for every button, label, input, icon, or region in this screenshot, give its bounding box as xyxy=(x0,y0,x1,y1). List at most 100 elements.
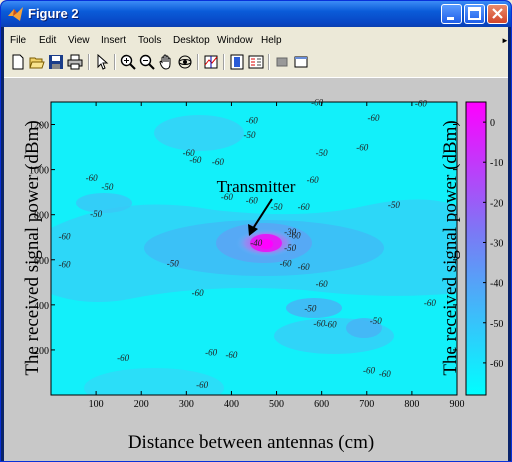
menu-edit[interactable]: Edit xyxy=(39,35,57,46)
contour-label: -60 xyxy=(415,99,427,109)
toolbar-separator xyxy=(88,54,90,70)
figure-client-area: File Edit View Insert Tools Desktop Wind… xyxy=(4,27,509,461)
menu-view[interactable]: View xyxy=(68,35,90,46)
contour-label: -60 xyxy=(192,288,204,298)
title-bar[interactable]: Figure 2 xyxy=(1,1,511,27)
hide-plot-tools-icon[interactable] xyxy=(274,54,290,70)
show-plot-tools-icon[interactable] xyxy=(293,54,309,70)
arrow-pointer-icon[interactable] xyxy=(94,54,110,70)
contour-label: -60 xyxy=(424,298,436,308)
contour-label: -60 xyxy=(212,157,224,167)
close-button[interactable] xyxy=(487,4,508,24)
contour-label: -50 xyxy=(101,182,113,192)
contour-label: -60 xyxy=(280,259,292,269)
contour-label-layer: -60-50-50-60-60-60-60-60-60-60-60-50-50-… xyxy=(59,97,437,390)
y-tick-label: 600 xyxy=(34,256,49,267)
y-tick-label: 800 xyxy=(34,211,49,222)
minimize-icon xyxy=(447,17,454,20)
colorbar-tick-label: 0 xyxy=(490,118,495,129)
legend-icon[interactable] xyxy=(248,54,264,70)
contour-label: -60 xyxy=(289,230,301,240)
menu-window[interactable]: Window xyxy=(217,35,253,46)
contour-fill-layer xyxy=(51,102,457,395)
maximize-button[interactable] xyxy=(464,4,485,24)
colorbar-tick-label: -20 xyxy=(490,198,503,209)
data-cursor-icon[interactable] xyxy=(203,54,219,70)
toolbar-separator xyxy=(268,54,270,70)
window-title: Figure 2 xyxy=(28,6,79,21)
transmitter-arrow xyxy=(251,198,273,231)
close-icon xyxy=(492,8,503,19)
contour-label: -40 xyxy=(250,238,262,248)
zoom-out-icon[interactable] xyxy=(139,54,155,70)
zoom-in-icon[interactable] xyxy=(120,54,136,70)
contour-label: -60 xyxy=(183,148,195,158)
y-axis-label: The received signal power (dBm) xyxy=(22,120,43,375)
pan-hand-icon[interactable] xyxy=(158,54,174,70)
contour-label: -60 xyxy=(368,113,380,123)
contour-label: -60 xyxy=(246,195,258,205)
colorbar-tick-label: -40 xyxy=(490,279,503,290)
x-tick-label: 700 xyxy=(359,399,374,410)
open-file-icon[interactable] xyxy=(29,54,45,70)
minimize-button[interactable] xyxy=(441,4,462,24)
contour-label: -50 xyxy=(284,243,296,253)
x-tick-label: 200 xyxy=(134,399,149,410)
menu-tools[interactable]: Tools xyxy=(138,35,162,46)
contour-label: -50 xyxy=(90,209,102,219)
contour-label: -60 xyxy=(59,231,71,241)
contour-label: -60 xyxy=(189,155,201,165)
x-tick-label: 600 xyxy=(314,399,329,410)
transmitter-arrowhead xyxy=(248,224,258,236)
contour-label: -60 xyxy=(356,142,368,152)
contour-label: -60 xyxy=(298,262,310,272)
x-tick-label: 800 xyxy=(404,399,419,410)
menu-desktop[interactable]: Desktop xyxy=(173,35,210,46)
y-tick-label: 1000 xyxy=(29,166,49,177)
colorbar-icon[interactable] xyxy=(229,54,245,70)
x-tick-label: 300 xyxy=(179,399,194,410)
contour-label: -60 xyxy=(307,175,319,185)
contour-label: -50 xyxy=(243,130,255,140)
menu-file[interactable]: File xyxy=(10,35,27,46)
contour-label: -60 xyxy=(311,97,323,107)
transmitter-annotation: Transmitter xyxy=(217,177,296,196)
plot-axes-box xyxy=(50,101,458,396)
menu-insert[interactable]: Insert xyxy=(101,35,127,46)
contour-label: -50 xyxy=(370,316,382,326)
maximize-icon xyxy=(468,7,481,20)
contour-label: -60 xyxy=(313,318,325,328)
x-tick-label: 400 xyxy=(224,399,239,410)
contour-plot: -60-50-50-60-60-60-60-60-60-60-60-50-50-… xyxy=(22,97,503,453)
contour-label: -60 xyxy=(196,380,208,390)
contour-label: -60 xyxy=(363,366,375,376)
y-tick-label: 1200 xyxy=(29,121,49,132)
x-axis-label: Distance between antennas (cm) xyxy=(128,432,374,453)
contour-label: -50 xyxy=(388,200,400,210)
contour-label: -60 xyxy=(225,350,237,360)
figure-canvas[interactable]: -60 -50 -50 -60 -60 -60 -60 -60 -60 -60 -60 -50 -50-… xyxy=(4,77,508,461)
colorbar-tick-label: -60 xyxy=(490,359,503,370)
y-tick-label: 200 xyxy=(34,346,49,357)
contour-label: -50 xyxy=(167,259,179,269)
new-figure-icon[interactable] xyxy=(10,54,26,70)
figure-toolbar xyxy=(4,51,508,73)
menu-overflow-icon[interactable]: ► xyxy=(501,36,509,45)
print-icon[interactable] xyxy=(67,54,83,70)
contour-label: -50 xyxy=(271,202,283,212)
colorbar xyxy=(465,101,487,396)
contour-label: -60 xyxy=(117,353,129,363)
contour-label: -60 xyxy=(246,115,258,125)
contour-label: -50 xyxy=(304,304,316,314)
contour-label: -60 xyxy=(325,319,337,329)
contour-label: -60 xyxy=(316,279,328,289)
toolbar-separator xyxy=(197,54,199,70)
matlab-figure-icon xyxy=(8,7,23,21)
colorbar-tick-label: -50 xyxy=(490,319,503,330)
save-icon[interactable] xyxy=(48,54,64,70)
menu-help[interactable]: Help xyxy=(261,35,282,46)
y-tick-label: 400 xyxy=(34,301,49,312)
contour-label: -50 xyxy=(316,148,328,158)
rotate-3d-icon[interactable] xyxy=(177,54,193,70)
